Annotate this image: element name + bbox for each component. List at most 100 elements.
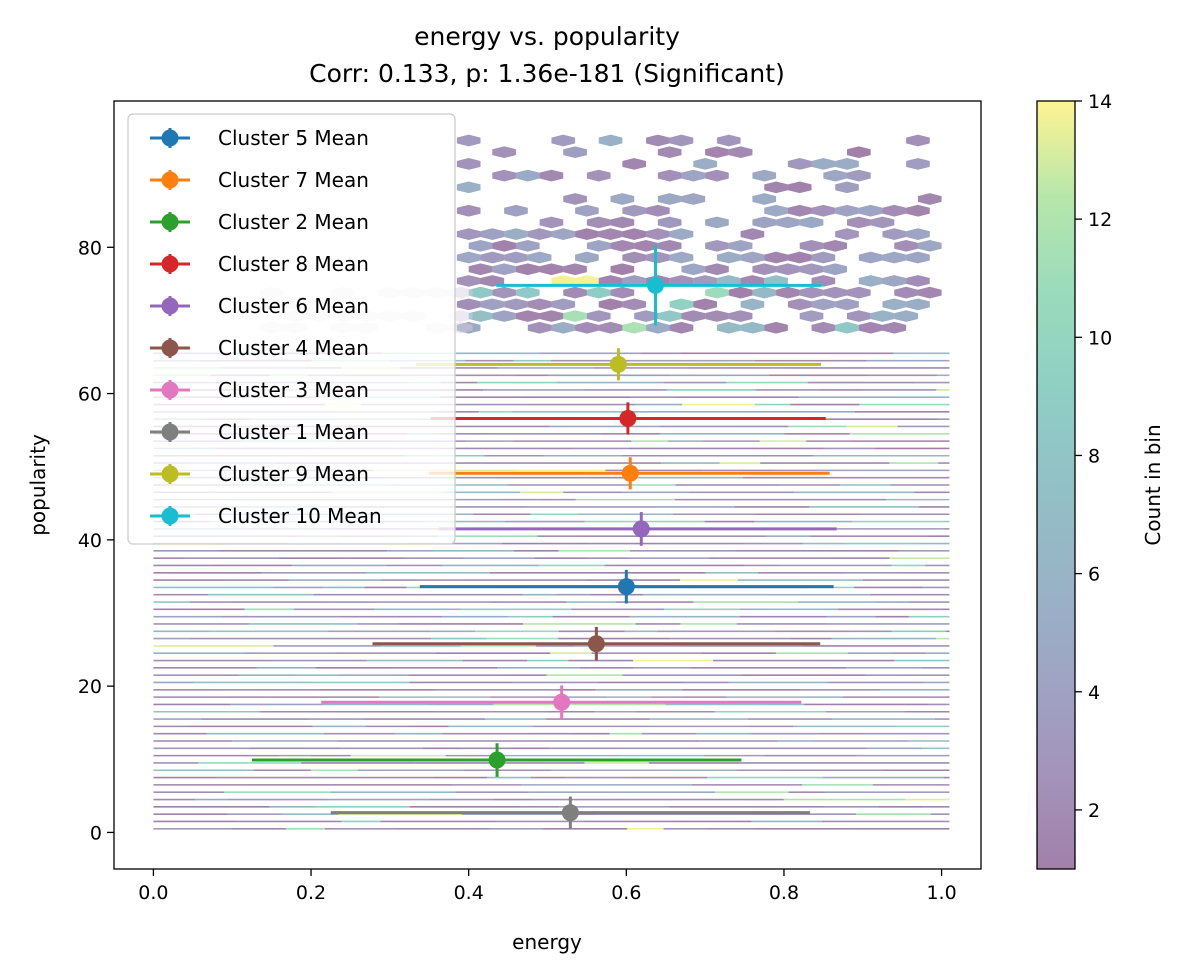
legend-entry: Cluster 2 Mean: [150, 210, 369, 234]
cluster-mean-point: [553, 693, 571, 711]
chart-subtitle: Corr: 0.133, p: 1.36e-181 (Significant): [309, 59, 785, 88]
cluster-mean-point: [621, 464, 639, 482]
legend-entry: Cluster 5 Mean: [150, 126, 369, 150]
legend-marker: [161, 171, 179, 189]
hexbin-cell: [586, 216, 611, 229]
legend: Cluster 5 Mean Cluster 7 Mean Cluster 2 Me…: [127, 113, 456, 545]
hexbin-cell: [480, 298, 505, 311]
hexbin-cell: [575, 228, 599, 240]
hexbin-cell: [764, 321, 788, 334]
hexbin-cell: [551, 321, 576, 334]
legend-marker: [161, 381, 179, 399]
x-axis-label: energy: [512, 930, 582, 954]
hexbin-cell: [456, 204, 481, 217]
hexbin-cell: [811, 251, 836, 264]
y-tick-label: 40: [78, 530, 102, 552]
legend-entry: Cluster 7 Mean: [150, 168, 369, 192]
hexbin-cell: [575, 204, 599, 217]
legend-label: Cluster 5 Mean: [218, 126, 369, 150]
hexbin-cell: [858, 251, 883, 264]
hexbin-cell: [527, 228, 552, 240]
hexbin-cell: [646, 134, 670, 147]
hexbin-cell: [504, 251, 528, 264]
hexbin-cell: [586, 310, 611, 322]
hexbin-cell: [492, 286, 516, 299]
hexbin-cell: [752, 263, 777, 276]
hexbin-cell: [764, 251, 788, 264]
hexbin-cell: [515, 286, 540, 299]
hexbin-cell: [657, 193, 682, 205]
hexbin-cell: [882, 251, 907, 264]
hexbin-cell: [917, 193, 942, 205]
colorbar: [1037, 101, 1075, 869]
hexbin-cell: [610, 286, 635, 299]
hexbin-cell: [740, 298, 765, 311]
hexbin-cell: [504, 298, 528, 311]
hexbin-cell: [858, 275, 883, 287]
hexbin-cell: [917, 286, 942, 299]
hexbin-cell: [705, 216, 729, 229]
hexbin-cell: [776, 263, 800, 276]
hexbin-cell: [610, 239, 635, 252]
hexbin-cell: [906, 158, 930, 170]
hexbin-cell: [716, 251, 741, 264]
hexbin-cell: [847, 146, 871, 159]
colorbar-ticks: 2 4 6 8 10 12 14: [1075, 91, 1112, 822]
hexbin-cell: [563, 193, 587, 205]
hexbin-cell: [776, 216, 800, 229]
cluster-mean-marker: [415, 348, 821, 381]
hexbin-cell: [480, 251, 505, 264]
hexbin-cell: [716, 134, 741, 147]
hexbin-cell: [480, 228, 505, 240]
hexbin-cell: [610, 193, 635, 205]
hexbin-cell: [515, 169, 540, 182]
hexbin-cell: [527, 321, 552, 334]
cluster-mean-marker: [372, 626, 821, 661]
hexbin-cell: [787, 181, 812, 194]
hexbin-cell: [787, 158, 812, 170]
hexbin-cell: [705, 310, 729, 322]
hexbin-cell: [858, 204, 883, 217]
hexbin-cell: [539, 310, 564, 322]
hexbin-cell: [740, 321, 765, 334]
hexbin-cell: [894, 286, 918, 299]
hexbin-cell: [527, 251, 552, 264]
legend-marker: [161, 129, 179, 147]
legend-entry: Cluster 9 Mean: [150, 462, 369, 486]
hexbin-cell: [646, 321, 670, 334]
legend-label: Cluster 6 Mean: [218, 294, 369, 318]
legend-label: Cluster 2 Mean: [218, 210, 369, 234]
colorbar-tick-label: 14: [1088, 91, 1112, 113]
hexbin-cell: [835, 204, 859, 217]
hexbin-cell: [622, 321, 647, 334]
hexbin-cell: [811, 158, 836, 170]
hexbin-cell: [646, 228, 670, 240]
legend-box: [127, 113, 456, 545]
hexbin-cell: [823, 286, 848, 299]
hexbin-cell: [705, 239, 729, 252]
x-tick-label: 0.8: [769, 882, 799, 904]
hexbin-cell: [752, 193, 777, 205]
hexbin-cell: [858, 321, 883, 334]
hexbin-cell: [468, 286, 493, 299]
hexbin-cell: [906, 275, 930, 287]
hexbin-cell: [504, 204, 528, 217]
hexbin-cell: [882, 204, 907, 217]
hexbin-cell: [917, 239, 942, 252]
y-axis-label: popularity: [26, 434, 50, 536]
colorbar-tick-label: 6: [1088, 564, 1100, 586]
hexbin-cell: [811, 321, 836, 334]
cluster-mean-marker: [419, 569, 834, 604]
hexbin-cell: [799, 239, 824, 252]
hexbin-cell: [657, 310, 682, 322]
legend-marker: [161, 423, 179, 441]
hexbin-cell: [681, 169, 706, 182]
hexbin-cell: [610, 216, 635, 229]
hexbin-cell: [906, 134, 930, 147]
hexbin-cell: [563, 286, 587, 299]
hexbin-cell: [622, 228, 647, 240]
legend-entry: Cluster 4 Mean: [150, 336, 369, 360]
hexbin-cell: [823, 239, 848, 252]
